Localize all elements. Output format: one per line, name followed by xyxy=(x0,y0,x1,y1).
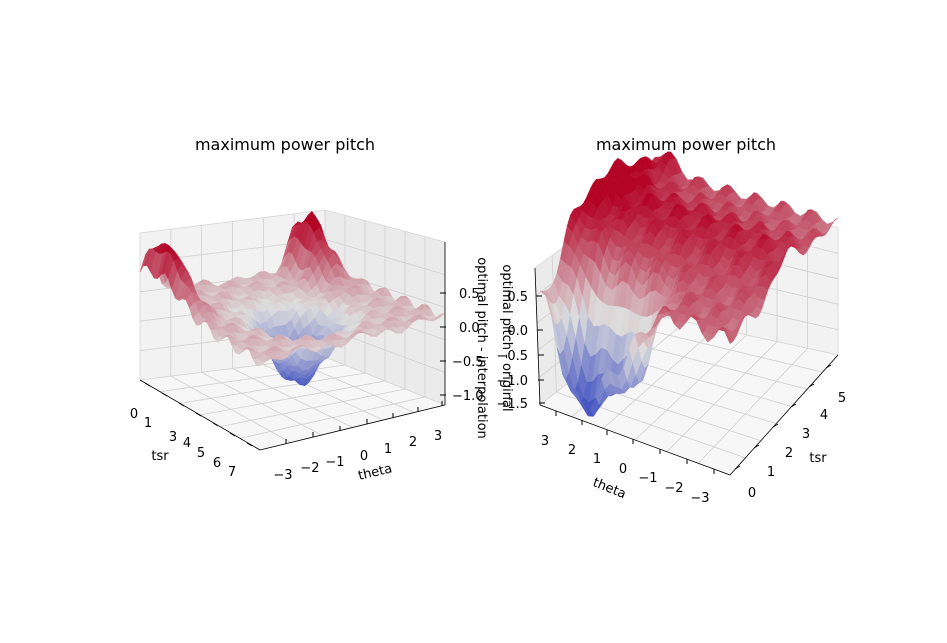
x-tick-label: 4 xyxy=(183,436,191,451)
z-axis-line-right xyxy=(534,267,541,406)
x-tick-label: 0 xyxy=(130,407,138,422)
z-tick-label: −0.5 xyxy=(452,355,484,370)
x-tick-label: 0 xyxy=(748,486,756,501)
z-tick-label: −1.0 xyxy=(496,374,528,389)
y-tick-label: −2 xyxy=(300,461,319,476)
chart-title-right: maximum power pitch xyxy=(596,135,776,154)
y-tick-label: −1 xyxy=(325,455,344,470)
x-tick-label: 6 xyxy=(213,456,221,471)
y-tick-label: 3 xyxy=(541,434,549,449)
z-axis-label-left: optimal pitch - interpolation xyxy=(474,257,489,439)
z-ticks-left: 0.5 0.0 −0.5 −1.0 xyxy=(440,287,484,404)
x-tick-label: 3 xyxy=(802,427,810,442)
chart-title-left: maximum power pitch xyxy=(195,135,375,154)
y-tick-label: −3 xyxy=(273,468,292,483)
subplot-left: maximum power pitch 0 1 3 4 5 6 7 tsr −3… xyxy=(130,135,489,484)
x-tick-label: 1 xyxy=(767,465,775,480)
z-tick-label: −1.0 xyxy=(452,389,484,404)
z-tick-label: 0.0 xyxy=(507,324,528,339)
y-tick-label: 0 xyxy=(619,462,627,477)
x-axis-label-left: tsr xyxy=(151,449,169,464)
z-tick-label: 0.5 xyxy=(459,287,480,302)
x-tick-label: 5 xyxy=(838,391,846,406)
x-tick-label: 3 xyxy=(169,430,177,445)
z-tick-label: −0.5 xyxy=(496,349,528,364)
x-axis-label-right: tsr xyxy=(809,451,827,466)
x-axis-line-right xyxy=(729,354,839,476)
y-tick-label: 1 xyxy=(593,452,601,467)
y-tick-label: −2 xyxy=(664,481,683,496)
y-axis-label-left: theta xyxy=(357,461,394,483)
x-tick-label: 4 xyxy=(820,408,828,423)
y-axis-line-left xyxy=(259,404,446,451)
z-tick-label: 0.0 xyxy=(459,321,480,336)
y-ticks-right: 3 2 1 0 −1 −2 −3 xyxy=(541,411,715,506)
y-tick-label: 2 xyxy=(409,435,417,450)
y-axis-line-right xyxy=(539,404,731,476)
x-ticks-right: 0 1 2 3 4 5 xyxy=(734,364,846,501)
y-tick-label: 1 xyxy=(384,442,392,457)
y-tick-label: 3 xyxy=(434,429,442,444)
y-axis-label-right: theta xyxy=(591,475,629,502)
x-tick-label: 2 xyxy=(785,446,793,461)
z-tick-label: 0.5 xyxy=(507,290,528,305)
x-tick-label: 7 xyxy=(228,465,236,480)
z-tick-label: −1.5 xyxy=(496,397,528,412)
y-tick-label: −1 xyxy=(638,471,657,486)
subplot-right: maximum power pitch 3 2 1 0 −1 −2 −3 the… xyxy=(496,135,846,506)
z-ticks-right: 0.5 0.0 −0.5 −1.0 −1.5 xyxy=(496,290,545,412)
x-tick-label: 5 xyxy=(197,446,205,461)
surface-left xyxy=(139,211,446,386)
x-ticks-left: 0 1 3 4 5 6 7 xyxy=(130,382,253,480)
y-tick-label: −3 xyxy=(690,491,709,506)
surface-right xyxy=(539,151,839,417)
z-axis-label-right: optimal pitch - original xyxy=(499,264,514,411)
y-tick-label: 0 xyxy=(360,449,368,464)
y-ticks-left: −3 −2 −1 0 1 2 3 xyxy=(273,401,443,483)
x-tick-label: 1 xyxy=(144,416,152,431)
y-tick-label: 2 xyxy=(568,443,576,458)
